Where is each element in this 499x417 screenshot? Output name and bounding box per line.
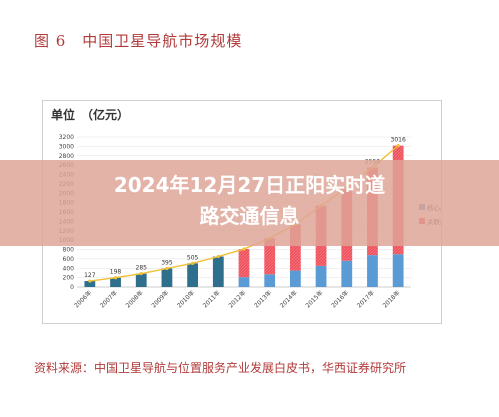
y-tick-label: 3000 bbox=[59, 143, 74, 150]
x-tick-label: 2017年 bbox=[355, 289, 376, 310]
x-tick-label: 2014年 bbox=[278, 289, 299, 310]
figure-caption: 图 6 中国卫星导航市场规模 bbox=[34, 32, 243, 50]
trend-point bbox=[88, 279, 92, 283]
bar-core-2012年 bbox=[238, 277, 250, 287]
x-tick-label: 2018年 bbox=[381, 289, 402, 310]
x-tick-label: 2006年 bbox=[73, 289, 94, 310]
trend-point bbox=[139, 272, 143, 276]
x-tick-label: 2008年 bbox=[124, 289, 145, 310]
bar-core-2015年 bbox=[315, 265, 327, 287]
value-label: 395 bbox=[161, 259, 173, 266]
overlay-title: 2024年12月27日正阳实时道 路交通信息 bbox=[0, 170, 499, 232]
bar-2009年 bbox=[161, 268, 173, 287]
bar-core-2013年 bbox=[264, 274, 276, 287]
title-overlay-banner: 2024年12月27日正阳实时道 路交通信息 bbox=[0, 160, 499, 246]
overlay-title-line-1: 2024年12月27日正阳实时道 bbox=[113, 173, 386, 197]
overlay-title-line-2: 路交通信息 bbox=[199, 204, 300, 228]
trend-point bbox=[216, 254, 220, 259]
bar-2006年 bbox=[84, 281, 96, 287]
bar-2010年 bbox=[187, 263, 199, 287]
x-tick-label: 2009年 bbox=[150, 289, 171, 310]
y-tick-label: 2800 bbox=[59, 153, 74, 160]
x-tick-label: 2012年 bbox=[227, 289, 248, 310]
y-tick-label: 400 bbox=[63, 265, 75, 272]
bar-related-2013年 bbox=[264, 238, 276, 275]
bar-2011年 bbox=[212, 256, 224, 287]
bar-core-2016年 bbox=[341, 260, 353, 287]
trend-point bbox=[191, 261, 195, 265]
x-tick-label: 2011年 bbox=[201, 289, 222, 310]
x-tick-label: 2013年 bbox=[252, 289, 273, 310]
trend-point bbox=[242, 247, 246, 251]
y-tick-label: 800 bbox=[63, 247, 75, 254]
value-label: 3016 bbox=[391, 137, 406, 144]
bar-2008年 bbox=[135, 273, 147, 287]
trend-point bbox=[396, 144, 400, 148]
value-label: 198 bbox=[110, 269, 122, 276]
y-tick-label: 3200 bbox=[59, 134, 74, 141]
value-label: 285 bbox=[136, 265, 148, 272]
y-tick-label: 0 bbox=[70, 284, 74, 291]
x-tick-label: 2010年 bbox=[175, 289, 196, 310]
value-label: 505 bbox=[187, 254, 199, 261]
y-tick-label: 600 bbox=[63, 256, 75, 263]
bar-2007年 bbox=[110, 277, 121, 287]
y-tick-label: 200 bbox=[63, 275, 75, 282]
bar-core-2014年 bbox=[289, 270, 301, 287]
x-tick-label: 2015年 bbox=[304, 289, 325, 310]
bar-core-2018年 bbox=[392, 254, 404, 287]
trend-point bbox=[165, 266, 169, 271]
value-label: 127 bbox=[84, 272, 96, 279]
x-tick-label: 2007年 bbox=[98, 289, 119, 310]
bar-core-2017年 bbox=[367, 255, 378, 287]
source-note: 资料来源：中国卫星导航与位置服务产业发展白皮书，华西证券研究所 bbox=[34, 361, 407, 375]
bar-related-2014年 bbox=[289, 224, 301, 271]
trend-point bbox=[113, 276, 118, 280]
chart-unit-label: 单位 （亿元） bbox=[51, 108, 130, 122]
x-tick-label: 2016年 bbox=[329, 289, 350, 310]
bar-related-2012年 bbox=[238, 249, 250, 278]
